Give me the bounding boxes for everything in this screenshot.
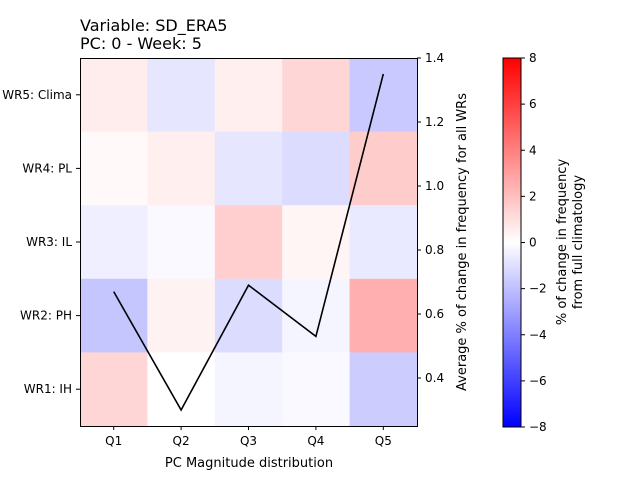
colorbar-tick-label: 6: [529, 97, 537, 111]
heatmap-cell: [214, 58, 283, 133]
x-tick-label: Q4: [307, 434, 324, 448]
heatmap-cell: [147, 278, 216, 353]
x-axis-label: PC Magnitude distribution: [165, 456, 333, 471]
x-tick-label: Q2: [173, 434, 190, 448]
x-axis: Q1 Q2 Q3 Q4 Q5: [105, 426, 392, 448]
right-y-tick-label: 0.4: [425, 371, 444, 385]
heatmap-cell: [147, 58, 216, 133]
heatmap-cell: [80, 58, 148, 133]
y-tick-label: WR3: IL: [26, 235, 72, 249]
heatmap-cell: [147, 131, 216, 206]
colorbar-label-line1: % of change in frequency: [555, 159, 570, 326]
heatmap-cell: [282, 278, 351, 353]
right-y-tick-label: 1.0: [425, 179, 444, 193]
colorbar-label-line2: from full climatology: [571, 175, 586, 309]
colorbar-tick-label: −4: [529, 328, 547, 342]
heatmap-cell: [282, 58, 351, 133]
colorbar-tick-label: −2: [529, 282, 547, 296]
chart-title-line1: Variable: SD_ERA5: [80, 16, 227, 36]
colorbar-axis: −8 −6 −4 −2 0 2 4 6 8: [521, 51, 547, 434]
heatmap-cell: [147, 352, 216, 427]
y-tick-label: WR2: PH: [20, 309, 72, 323]
right-axis-label: Average % of change in frequency for all…: [455, 93, 470, 391]
y-axis-left: WR5: Clima WR4: PL WR3: IL WR2: PH WR1: IH: [2, 88, 80, 396]
colorbar-tick-label: 0: [529, 236, 537, 250]
heatmap-cell: [214, 278, 283, 353]
colorbar-tick-label: 4: [529, 143, 537, 157]
heatmap-cell: [80, 278, 148, 353]
heatmap-cell: [349, 58, 418, 133]
colorbar: [502, 57, 522, 428]
x-tick-label: Q3: [240, 434, 257, 448]
heatmap-cell: [214, 352, 283, 427]
heatmap-cell: [80, 131, 148, 206]
heatmap: [80, 58, 418, 427]
x-tick-label: Q5: [375, 434, 392, 448]
colorbar-tick-label: −6: [529, 374, 547, 388]
heatmap-cell: [214, 205, 283, 280]
heatmap-cell: [214, 131, 283, 206]
colorbar-tick-label: 8: [529, 51, 537, 65]
y-tick-label: WR5: Clima: [2, 88, 72, 102]
heatmap-cell: [349, 352, 418, 427]
y-tick-label: WR1: IH: [24, 382, 72, 396]
heatmap-cell: [282, 352, 351, 427]
heatmap-cell: [349, 278, 418, 353]
heatmap-cell: [349, 205, 418, 280]
x-tick-label: Q1: [105, 434, 122, 448]
right-y-tick-label: 1.4: [425, 51, 444, 65]
heatmap-cell: [282, 205, 351, 280]
heatmap-cell: [349, 131, 418, 206]
right-y-tick-label: 1.2: [425, 115, 444, 129]
colorbar-tick-label: −8: [529, 420, 547, 434]
average-change-line: [113, 73, 385, 412]
chart-title-line2: PC: 0 - Week: 5: [80, 34, 202, 53]
right-y-tick-label: 0.6: [425, 307, 444, 321]
heatmap-cell: [80, 205, 148, 280]
heatmap-cell: [80, 352, 148, 427]
heatmap-cell: [282, 131, 351, 206]
colorbar-tick-label: 2: [529, 189, 537, 203]
right-y-tick-label: 0.8: [425, 243, 444, 257]
y-axis-right: 0.4 0.6 0.8 1.0 1.2 1.4: [417, 51, 444, 385]
heatmap-cell: [147, 205, 216, 280]
y-tick-label: WR4: PL: [22, 161, 72, 175]
